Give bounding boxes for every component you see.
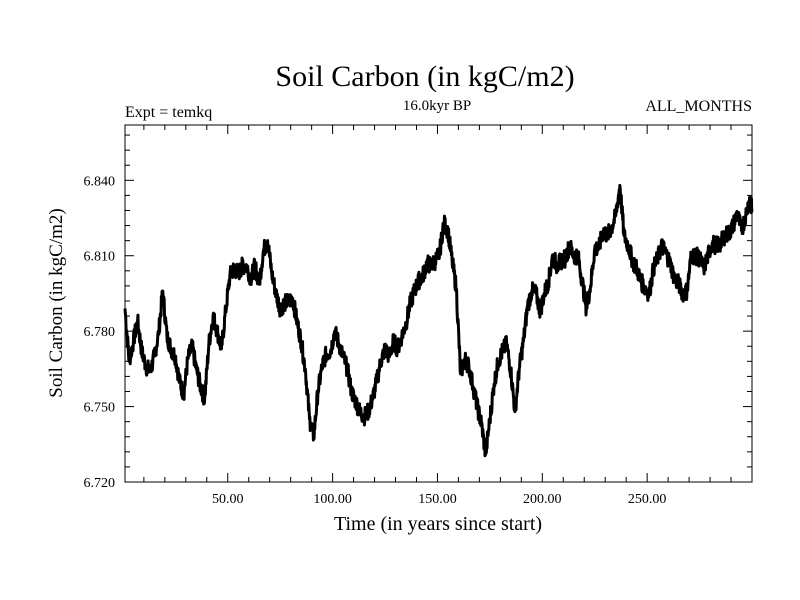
- x-tick-label: 100.00: [313, 492, 352, 507]
- experiment-label: Expt = temkq: [125, 104, 212, 121]
- y-tick-label: 6.720: [84, 476, 116, 491]
- y-tick-label: 6.780: [84, 325, 116, 340]
- x-tick-label: 150.00: [418, 492, 457, 507]
- y-axis-label: Soil Carbon (in kgC/m2): [46, 208, 67, 397]
- x-tick-label: 200.00: [523, 492, 562, 507]
- x-axis-ticks: [143, 125, 732, 482]
- y-tick-label: 6.810: [84, 250, 116, 265]
- x-tick-label: 250.00: [628, 492, 667, 507]
- plot-frame: [124, 124, 753, 483]
- x-tick-label: 50.00: [212, 492, 244, 507]
- x-axis-tick-labels: 50.00 100.00 150.00 200.00 250.00: [212, 492, 666, 507]
- x-axis-label: Time (in years since start): [334, 513, 542, 535]
- period-label: 16.0kyr BP: [403, 98, 471, 114]
- months-label: ALL_MONTHS: [645, 98, 752, 115]
- chart-title: Soil Carbon (in kgC/m2): [275, 60, 574, 93]
- y-axis-tick-labels: 6.720 6.750 6.780 6.810 6.840: [84, 174, 116, 491]
- series-line: [123, 183, 754, 458]
- y-tick-label: 6.750: [84, 401, 116, 416]
- y-axis-ticks: [125, 134, 752, 483]
- y-tick-label: 6.840: [84, 174, 116, 189]
